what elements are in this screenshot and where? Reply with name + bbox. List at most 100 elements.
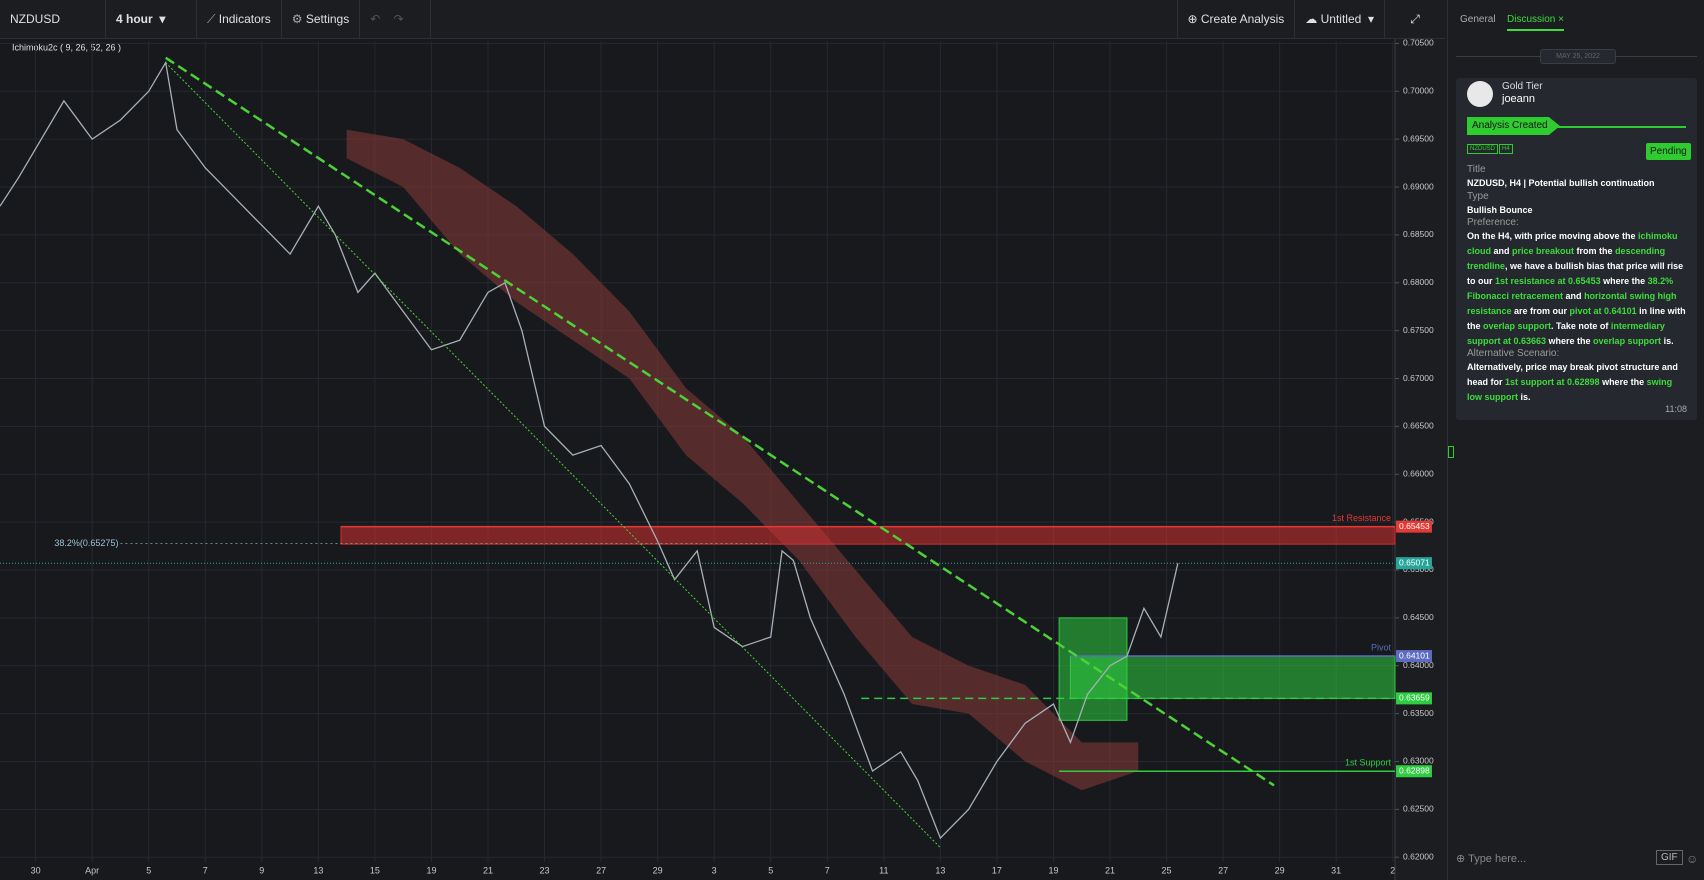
- x-tick-label: 15: [370, 865, 380, 875]
- interval[interactable]: 4 hour ▾: [106, 0, 197, 38]
- y-tick-label: 0.67000: [1403, 373, 1434, 383]
- price-tag: [1396, 692, 1432, 705]
- highlight: pivot at 0.64101: [1569, 306, 1637, 316]
- text-run: are from our: [1511, 306, 1570, 316]
- y-tick-label: 0.65000: [1403, 564, 1434, 574]
- tier: Gold Tier: [1502, 81, 1543, 92]
- status: Pending: [1646, 143, 1691, 160]
- chart: Ichimoku2c ( 9, 26, 52, 26 ) 0.62000 0.62…: [0, 37, 1434, 880]
- fullscreen[interactable]: ⤢: [1410, 11, 1420, 26]
- highlight: descending trendline: [1467, 246, 1666, 271]
- y-tick-label: 0.68500: [1403, 229, 1434, 239]
- ichimoku-cloud: [346, 129, 1139, 791]
- text-run: , we have a bullish bias that price will…: [1467, 261, 1684, 286]
- text-run: where the: [1599, 377, 1647, 387]
- highlight: horizontal swing high resistance: [1467, 291, 1677, 316]
- undo-redo[interactable]: ↶ ↷: [360, 0, 432, 38]
- x-tick-label: 27: [1218, 865, 1228, 875]
- x-tick-label: 17: [992, 865, 1002, 875]
- x-tick-label: 11: [879, 865, 888, 875]
- price-tag: [1396, 765, 1432, 778]
- title-label: Title: [1467, 164, 1486, 175]
- x-tick-label: 2: [1390, 865, 1395, 875]
- x-tick-label: 31: [1331, 865, 1341, 875]
- tab-discussion-text: Discussion: [1507, 14, 1556, 25]
- y-tick-label: 0.62500: [1403, 804, 1434, 814]
- settings-button[interactable]: ⚙ Settings: [282, 0, 361, 38]
- y-tick-label: 0.64500: [1403, 612, 1434, 622]
- layout-text: Untitled: [1320, 12, 1362, 26]
- highlight: intermediary support at 0.63663: [1467, 321, 1665, 346]
- handle[interactable]: [1448, 446, 1454, 458]
- price-tag-label: 0.62898: [1399, 765, 1430, 775]
- price-tag: [1396, 557, 1432, 570]
- y-tick-label: 0.62000: [1403, 851, 1434, 861]
- text-run: is.: [1661, 336, 1674, 346]
- y-tick-label: 0.68000: [1403, 277, 1434, 287]
- x-tick-label: 19: [1048, 865, 1058, 875]
- gif-button[interactable]: GIF: [1656, 850, 1683, 865]
- x-tick-label: 9: [259, 865, 264, 875]
- x-tick-label: 13: [313, 865, 323, 875]
- x-tick-label: 30: [31, 865, 41, 875]
- text-run: Alternatively, price may break pivot str…: [1467, 362, 1678, 387]
- price-tag: [1396, 520, 1432, 533]
- x-tick-label: 13: [935, 865, 945, 875]
- y-tick-label: 0.66000: [1403, 468, 1434, 478]
- indicators-text: Indicators: [218, 12, 271, 26]
- emoji-button[interactable]: ☺: [1686, 852, 1699, 866]
- y-tick-label: 0.70000: [1403, 86, 1434, 96]
- y-tick-label: 0.69000: [1403, 181, 1434, 191]
- text-run: and: [1563, 291, 1585, 301]
- text-run: in line with the: [1467, 306, 1686, 331]
- fib-label: 38.2%(0.65275): [54, 538, 118, 548]
- message-card: Gold Tier joeann Analysis Created NZDUSD…: [1456, 78, 1697, 420]
- trendline: [164, 56, 1275, 787]
- status-banner: Analysis Created: [1467, 117, 1560, 135]
- x-tick-label: 21: [483, 865, 493, 875]
- highlight: swing low support: [1467, 377, 1673, 402]
- zone: [340, 526, 1396, 545]
- x-tick-label: 5: [146, 865, 151, 875]
- x-tick-label: 29: [1275, 865, 1285, 875]
- price-tag-label: 0.63659: [1399, 693, 1430, 703]
- x-tick-label: 3: [712, 865, 717, 875]
- preference-label: Preference:: [1467, 217, 1519, 228]
- price-tag-label: 0.65071: [1399, 557, 1430, 567]
- text-run: On the H4, with price moving above the: [1467, 231, 1639, 241]
- side-panel: General Discussion × MAY 25, 2022 Gold T…: [1447, 0, 1704, 880]
- price-line: [0, 60, 1179, 840]
- tag: NZDUSD: [1467, 144, 1498, 154]
- date-pill: MAY 25, 2022: [1540, 49, 1616, 64]
- highlight: 1st support at 0.62898: [1505, 377, 1600, 387]
- x-tick-label: Apr: [85, 865, 99, 875]
- y-tick-label: 0.64000: [1403, 660, 1434, 670]
- toolbar: NZDUSD 4 hour ▾ ⟋ Indicators ⚙ Settings …: [0, 0, 1445, 39]
- create-analysis[interactable]: ⊕ Create Analysis: [1176, 0, 1296, 38]
- tab-discussion[interactable]: Discussion ×: [1507, 14, 1564, 31]
- x-tick-label: 21: [1105, 865, 1115, 875]
- x-tick-label: 23: [540, 865, 550, 875]
- settings-text: Settings: [305, 12, 350, 26]
- highlight: 38.2% Fibonacci retracement: [1467, 276, 1674, 301]
- type: Bullish Bounce: [1467, 205, 1533, 215]
- x-tick-label: 5: [768, 865, 773, 875]
- symbol[interactable]: NZDUSD: [0, 0, 106, 38]
- interval-text: 4 hour: [116, 12, 153, 26]
- price-tag: [1396, 650, 1432, 663]
- y-tick-label: 0.63000: [1403, 756, 1434, 766]
- highlight: price breakout: [1512, 246, 1575, 256]
- x-tick-label: 7: [203, 865, 208, 875]
- chat-input[interactable]: ⊕ Type here...: [1456, 853, 1527, 865]
- y-tick-label: 0.63500: [1403, 708, 1434, 718]
- text-run: where the: [1546, 336, 1594, 346]
- x-tick-label: 27: [596, 865, 606, 875]
- x-tick-label: 19: [426, 865, 436, 875]
- indicators-button[interactable]: ⟋ Indicators: [197, 0, 282, 38]
- tab-general[interactable]: General: [1460, 14, 1496, 25]
- tag: H4: [1499, 144, 1513, 154]
- text-run: is.: [1518, 392, 1531, 402]
- input-placeholder: Type here...: [1468, 853, 1527, 865]
- layout-menu[interactable]: ☁ Untitled ▾: [1295, 0, 1385, 38]
